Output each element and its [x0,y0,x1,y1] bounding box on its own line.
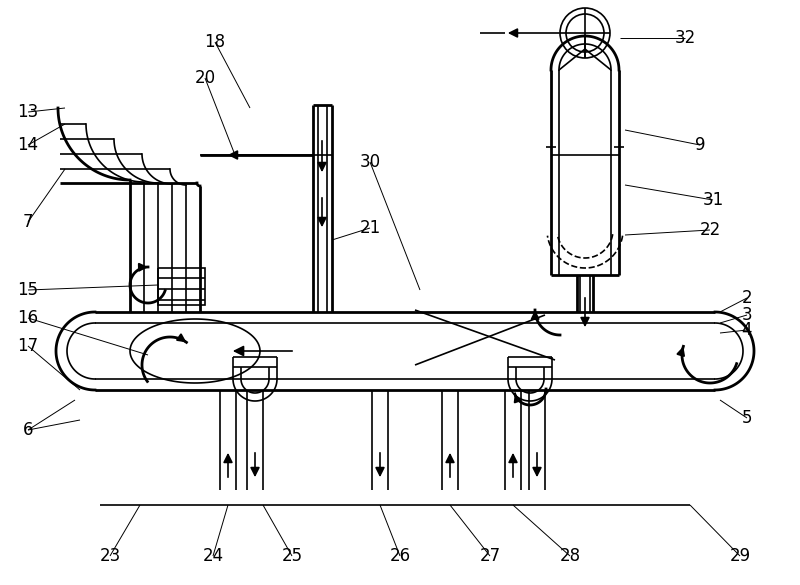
Text: 18: 18 [205,33,226,51]
Text: 26: 26 [390,547,410,565]
Text: 27: 27 [479,547,501,565]
Text: 23: 23 [99,547,121,565]
Text: 20: 20 [194,69,215,87]
Text: 2: 2 [742,289,752,307]
Text: 21: 21 [359,219,381,237]
Text: 13: 13 [18,103,38,121]
Text: 24: 24 [202,547,223,565]
Text: 31: 31 [702,191,724,209]
Text: 32: 32 [674,29,696,47]
Text: 15: 15 [18,281,38,299]
Text: 5: 5 [742,409,752,427]
Text: 4: 4 [742,321,752,339]
Text: 3: 3 [742,306,752,324]
Text: 16: 16 [18,309,38,327]
Text: 22: 22 [699,221,721,239]
Text: 14: 14 [18,136,38,154]
Text: 28: 28 [559,547,581,565]
Text: 30: 30 [359,153,381,171]
Text: 9: 9 [694,136,706,154]
Text: 7: 7 [22,213,34,231]
Text: 6: 6 [22,421,34,439]
Text: 17: 17 [18,337,38,355]
Text: 25: 25 [282,547,302,565]
Text: 29: 29 [730,547,750,565]
